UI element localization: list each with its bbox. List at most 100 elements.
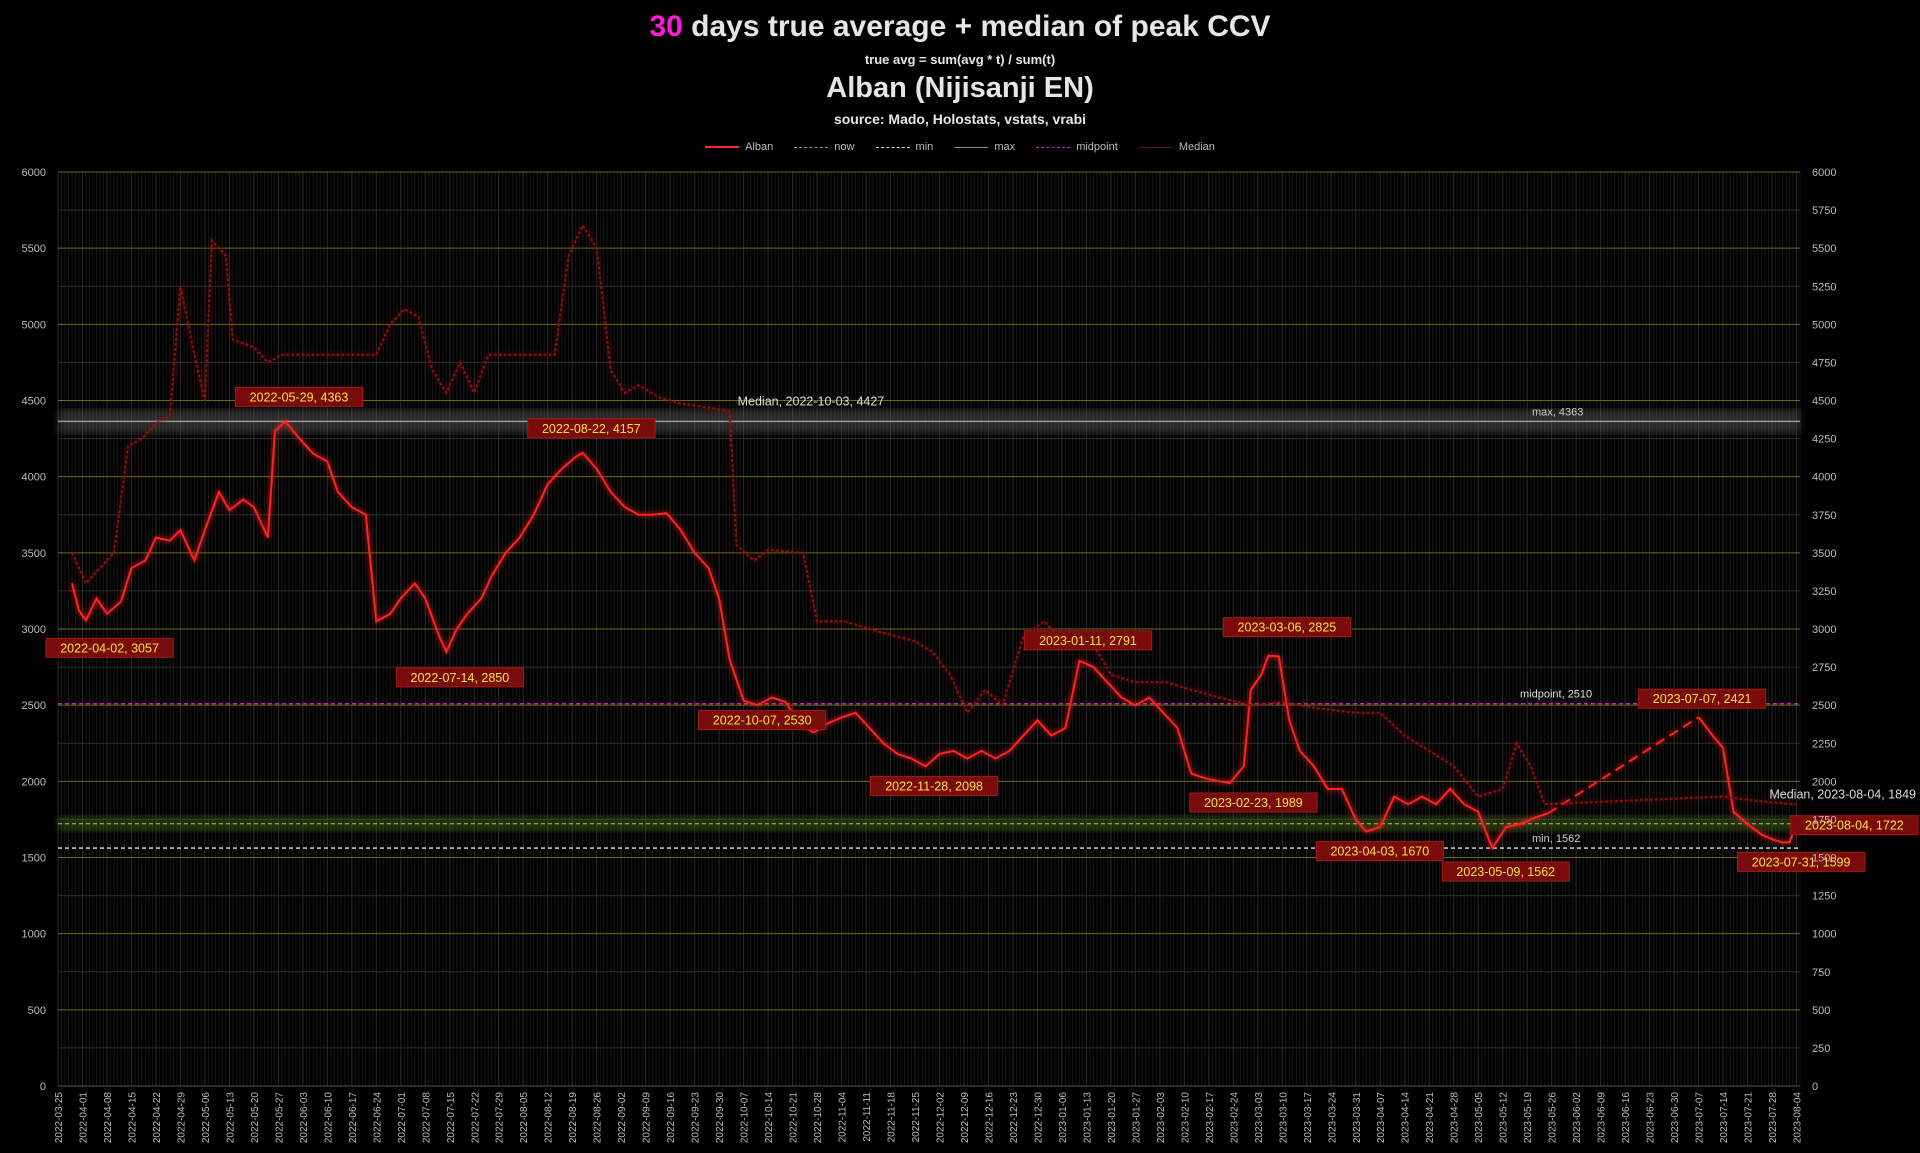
- x-tick-label: 2022-04-15: [127, 1092, 138, 1144]
- y-tick-label-right: 750: [1812, 967, 1830, 979]
- y-tick-label-right: 2500: [1812, 700, 1836, 712]
- series-line-alban: [71, 419, 1549, 851]
- y-tick-label-right: 5750: [1812, 205, 1836, 217]
- y-tick-label-left: 1000: [22, 929, 46, 941]
- x-tick-label: 2022-11-18: [887, 1092, 898, 1143]
- x-tick-label: 2022-04-08: [103, 1092, 114, 1144]
- x-tick-label: 2023-01-06: [1058, 1092, 1069, 1144]
- x-tick-label: 2022-07-15: [446, 1092, 457, 1144]
- y-tick-label-right: 4000: [1812, 472, 1836, 484]
- legend: Alban now min max midpoint Median: [0, 141, 1920, 153]
- y-tick-label-left: 2000: [22, 776, 46, 788]
- x-tick-label: 2022-07-01: [397, 1092, 408, 1144]
- annotation-box: [1315, 841, 1444, 862]
- ref-label-min: min, 1562: [1532, 833, 1580, 845]
- x-tick-label: 2023-06-23: [1646, 1092, 1657, 1144]
- x-tick-label: 2022-05-13: [225, 1092, 236, 1144]
- x-tick-label: 2022-06-17: [348, 1092, 359, 1144]
- x-tick-label: 2022-11-11: [862, 1092, 873, 1142]
- annotation-box: [1638, 688, 1767, 709]
- legend-label: now: [834, 141, 855, 153]
- x-tick-label: 2022-06-10: [323, 1092, 334, 1144]
- x-tick-label: 2023-03-24: [1327, 1092, 1338, 1144]
- y-tick-label-right: 4250: [1812, 434, 1836, 446]
- y-tick-label-right: 6000: [1812, 167, 1836, 179]
- annotation-label: 2023-05-09, 1562: [1456, 865, 1555, 879]
- legend-item-alban: Alban: [705, 141, 773, 153]
- series-line-alban-end: [1697, 716, 1798, 844]
- x-tick-label: 2023-04-21: [1425, 1092, 1436, 1144]
- annotation-box: [527, 418, 656, 439]
- annotations: 2022-04-02, 3057 2022-05-29, 4363 2022-07-…: [45, 386, 1919, 882]
- x-tick-label: 2022-09-02: [617, 1092, 628, 1144]
- x-tick-label: 2023-02-24: [1229, 1092, 1240, 1144]
- y-tick-label-right: 4750: [1812, 357, 1836, 369]
- x-tick-label: 2022-12-30: [1033, 1092, 1044, 1144]
- annotation-label: 2022-10-07, 2530: [713, 714, 812, 728]
- x-tick-label: 2023-07-28: [1768, 1092, 1779, 1144]
- x-tick-label: 2023-06-16: [1621, 1092, 1632, 1144]
- annotation-box: [1737, 851, 1866, 872]
- grid: [57, 171, 1801, 1087]
- annotation-label: 2022-07-14, 2850: [411, 671, 510, 685]
- x-tick-label: 2023-05-05: [1474, 1092, 1485, 1144]
- x-tick-label: 2022-06-03: [299, 1092, 310, 1144]
- x-tick-label: 2023-03-31: [1352, 1092, 1363, 1144]
- x-tick-label: 2023-04-07: [1376, 1092, 1387, 1144]
- annotation-box: [1222, 617, 1352, 638]
- y-tick-label-left: 6000: [22, 167, 46, 179]
- annotation-label: 2022-05-29, 4363: [250, 390, 349, 404]
- title-rest: days true average + median of peak CCV: [682, 10, 1271, 43]
- annotation-label: 2022-04-02, 3057: [60, 641, 159, 655]
- chart-title: 30 days true average + median of peak CC…: [0, 10, 1920, 44]
- x-tick-label: 2022-12-09: [960, 1092, 971, 1144]
- annotation-box: [870, 775, 999, 796]
- legend-item-min: min: [875, 141, 933, 153]
- y-tick-label-right: 0: [1812, 1081, 1818, 1093]
- reference-lines: max, 4363 midpoint, 2510 min, 1562: [58, 406, 1800, 849]
- x-tick-label: 2023-05-26: [1548, 1092, 1559, 1144]
- median-label: Median, 2022-10-03, 4427: [738, 395, 885, 409]
- annotation-box: [1790, 815, 1919, 836]
- x-tick-label: 2023-03-03: [1254, 1092, 1265, 1144]
- y-tick-label-right: 5500: [1812, 243, 1836, 255]
- x-tick-label: 2022-04-22: [152, 1092, 163, 1144]
- series: [71, 222, 1798, 851]
- x-tick-label: 2022-09-09: [642, 1092, 653, 1144]
- annotation-label: 2022-11-28, 2098: [885, 779, 983, 793]
- x-tick-label: 2023-02-10: [1180, 1092, 1191, 1144]
- x-tick-label: 2022-07-29: [495, 1092, 506, 1144]
- legend-swatch: [875, 146, 910, 148]
- x-tick-label: 2022-05-06: [201, 1092, 212, 1144]
- x-tick-label: 2022-12-16: [984, 1092, 995, 1144]
- annotation-box: [1023, 630, 1153, 651]
- y-tick-label-right: 1000: [1812, 929, 1836, 941]
- y-tick-label-right: 3000: [1812, 624, 1836, 636]
- x-tick-label: 2023-02-03: [1156, 1092, 1167, 1144]
- x-tick-label: 2023-06-02: [1572, 1092, 1583, 1144]
- annotation-label: 2023-07-07, 2421: [1653, 692, 1752, 706]
- x-tick-label: 2023-07-07: [1695, 1092, 1706, 1144]
- y-tick-label-left: 5000: [22, 319, 46, 331]
- series-line-median: [71, 222, 1797, 806]
- y-tick-label-right: 1250: [1812, 891, 1836, 903]
- y-tick-label-right: 1500: [1812, 853, 1836, 865]
- x-tick-label: 2023-01-27: [1131, 1092, 1142, 1144]
- x-tick-label: 2023-01-13: [1082, 1092, 1093, 1144]
- x-tick-label: 2023-03-10: [1278, 1092, 1289, 1144]
- y-tick-label-right: 5000: [1812, 319, 1836, 331]
- legend-label: Median: [1178, 141, 1215, 153]
- legend-swatch: [1036, 146, 1071, 148]
- y-tick-label-left: 4000: [22, 472, 46, 484]
- y-tick-label-right: 4500: [1812, 396, 1836, 408]
- x-tick-label: 2022-11-04: [838, 1092, 849, 1143]
- y-tick-label-right: 3500: [1812, 548, 1836, 560]
- x-tick-label: 2022-10-21: [789, 1092, 800, 1144]
- x-tick-label: 2023-07-21: [1744, 1092, 1755, 1144]
- legend-swatch: [954, 146, 989, 148]
- legend-item-median: Median: [1138, 141, 1215, 153]
- x-tick-label: 2023-04-14: [1401, 1092, 1412, 1144]
- annotation-label: 2023-04-03, 1670: [1330, 845, 1429, 859]
- y-tick-label-right: 250: [1812, 1043, 1830, 1055]
